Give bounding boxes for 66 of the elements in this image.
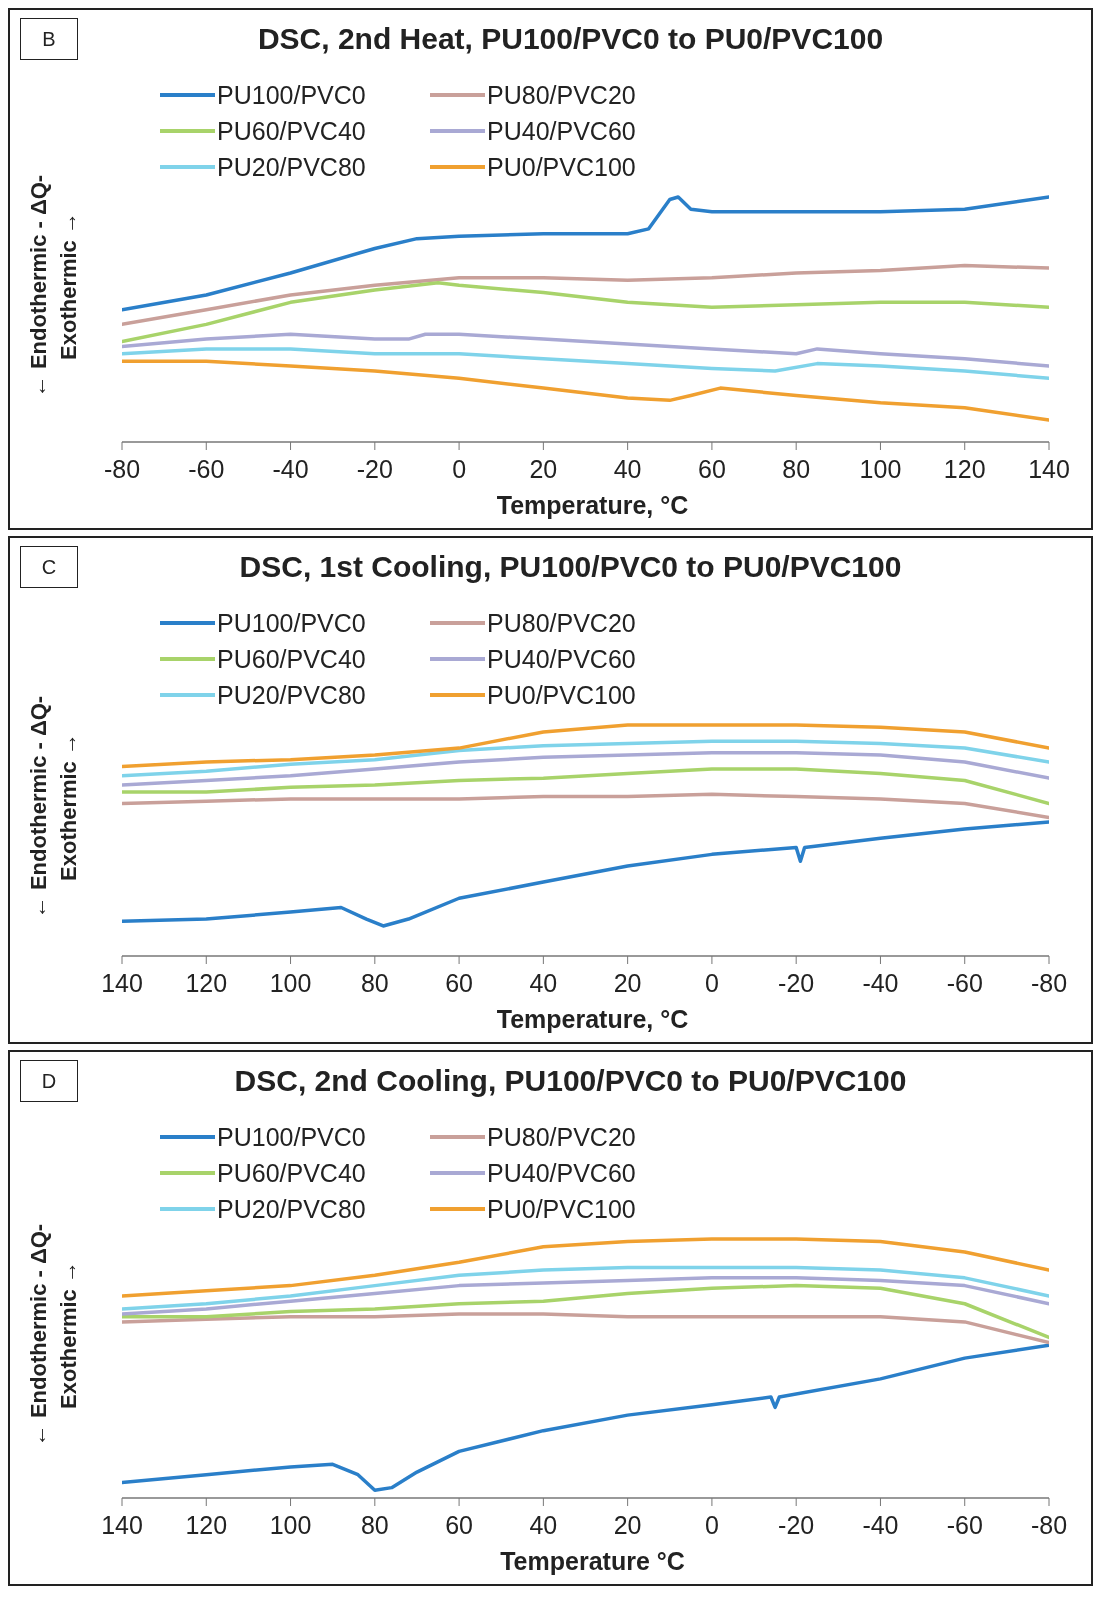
x-tick-label: 40 — [529, 968, 558, 997]
x-tick-label: 120 — [185, 968, 228, 997]
chart-title: DSC, 2nd Heat, PU100/PVC0 to PU0/PVC100 — [257, 22, 884, 55]
x-tick-label: -20 — [356, 454, 393, 483]
x-tick-label: 140 — [1028, 454, 1070, 483]
x-tick-label: 80 — [782, 454, 811, 483]
text: C — [20, 546, 78, 588]
legend-label: PU0/PVC100 — [487, 152, 636, 182]
text: B — [20, 18, 78, 60]
x-tick-label: -20 — [778, 968, 815, 997]
x-tick-label: 80 — [360, 968, 389, 997]
y-axis-title: ← Endothermic - ΔQ- Exothermic → — [25, 1223, 82, 1447]
x-tick-label: 80 — [360, 1510, 389, 1539]
x-tick-label: 0 — [704, 1510, 719, 1539]
x-tick-label: 0 — [704, 968, 719, 997]
x-axis-title: Temperature, °C — [495, 1005, 690, 1034]
legend-label: PU60/PVC40 — [217, 1158, 366, 1188]
chart-title: DSC, 1st Cooling, PU100/PVC0 to PU0/PVC100 — [239, 550, 902, 583]
legend-label: PU20/PVC80 — [217, 680, 366, 710]
legend-label: PU40/PVC60 — [487, 116, 636, 146]
legend-label: PU60/PVC40 — [217, 116, 366, 146]
x-tick-label: 120 — [185, 1510, 228, 1539]
legend-label: PU40/PVC60 — [487, 1158, 636, 1188]
x-tick-label: -60 — [946, 968, 983, 997]
x-tick-label: -60 — [188, 454, 225, 483]
x-tick-label: 100 — [269, 1510, 312, 1539]
x-tick-label: 60 — [698, 454, 726, 483]
x-axis-title: Temperature, °C — [495, 491, 690, 520]
x-tick-label: -40 — [862, 1510, 899, 1539]
legend-label: PU100/PVC0 — [217, 1122, 366, 1152]
x-tick-label: 0 — [452, 454, 467, 483]
x-tick-label: -80 — [103, 454, 141, 483]
x-tick-label: -60 — [946, 1510, 983, 1539]
legend-label: PU100/PVC0 — [217, 608, 366, 638]
x-tick-label: -20 — [778, 1510, 815, 1539]
x-tick-label: 60 — [445, 968, 473, 997]
legend-label: PU40/PVC60 — [487, 644, 636, 674]
x-axis-title: Temperature °C — [499, 1547, 686, 1576]
text: D — [20, 1060, 78, 1102]
legend-label: PU80/PVC20 — [487, 1122, 636, 1152]
x-tick-label: 100 — [269, 968, 312, 997]
x-tick-label: 100 — [859, 454, 902, 483]
x-tick-label: -40 — [272, 454, 309, 483]
legend-label: PU80/PVC20 — [487, 80, 636, 110]
x-tick-label: 140 — [101, 1510, 143, 1539]
x-tick-label: -40 — [862, 968, 899, 997]
y-axis-title: ← Endothermic - ΔQ- Exothermic → — [25, 174, 82, 398]
x-tick-label: 120 — [943, 454, 986, 483]
legend-label: PU60/PVC40 — [217, 644, 366, 674]
legend-label: PU0/PVC100 — [487, 1194, 636, 1224]
x-tick-label: 60 — [445, 1510, 473, 1539]
x-tick-label: 40 — [529, 1510, 558, 1539]
y-axis-title: ← Endothermic - ΔQ- Exothermic → — [25, 695, 82, 919]
x-tick-label: 20 — [529, 454, 558, 483]
legend-label: PU0/PVC100 — [487, 680, 636, 710]
legend-label: PU80/PVC20 — [487, 608, 636, 638]
x-tick-label: 20 — [613, 1510, 642, 1539]
legend-label: PU20/PVC80 — [217, 152, 366, 182]
x-tick-label: 40 — [613, 454, 642, 483]
x-tick-label: 140 — [101, 968, 143, 997]
legend-label: PU100/PVC0 — [217, 80, 366, 110]
x-tick-label: -80 — [1030, 1510, 1068, 1539]
legend-label: PU20/PVC80 — [217, 1194, 366, 1224]
x-tick-label: 20 — [613, 968, 642, 997]
x-tick-label: -80 — [1030, 968, 1068, 997]
chart-title: DSC, 2nd Cooling, PU100/PVC0 to PU0/PVC100 — [234, 1064, 907, 1097]
